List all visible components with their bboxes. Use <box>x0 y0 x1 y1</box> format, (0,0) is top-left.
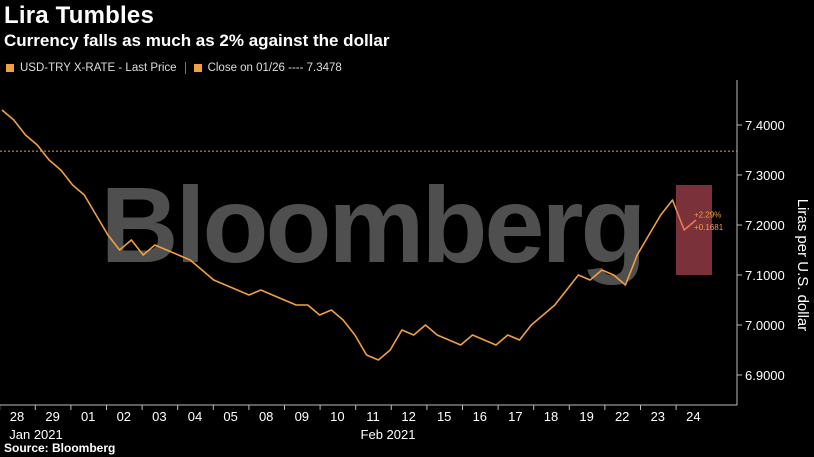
x-tick-label: 10 <box>330 409 344 424</box>
y-tick-label: 7.4000 <box>745 118 785 133</box>
x-tick-label: 29 <box>45 409 59 424</box>
y-tick-label: 7.0000 <box>745 318 785 333</box>
x-tick-label: 22 <box>615 409 629 424</box>
y-tick-label: 6.9000 <box>745 368 785 383</box>
x-tick-label: 12 <box>401 409 415 424</box>
legend-series-label: USD-TRY X-RATE - Last Price <box>20 62 177 74</box>
x-tick-label: 19 <box>579 409 593 424</box>
x-tick-label: 23 <box>651 409 665 424</box>
watermark-logo: Bloomberg <box>100 164 643 285</box>
x-tick-label: 09 <box>295 409 309 424</box>
source-note: Source: Bloomberg <box>4 441 116 455</box>
legend-separator <box>184 62 186 74</box>
annotation-pct: +2.29% <box>694 211 721 220</box>
legend-close-label: Close on 01/26 ---- 7.3478 <box>207 62 342 74</box>
chart-title: Lira Tumbles <box>4 2 154 29</box>
x-month-label: Feb 2021 <box>361 427 416 442</box>
x-tick-label: 11 <box>366 409 380 424</box>
highlight-box <box>676 185 712 275</box>
series-swatch <box>6 64 14 72</box>
x-month-label: Jan 2021 <box>9 427 63 442</box>
y-axis-label: Liras per U.S. dollar <box>794 199 811 332</box>
close-swatch <box>193 64 202 72</box>
plot-area: 6.9000 7.0000 7.1000 7.2000 7.3000 7.4000 28 29… <box>0 80 785 442</box>
legend: USD-TRY X-RATE - Last Price Close on 01/… <box>6 62 342 74</box>
x-tick-label: 15 <box>437 409 451 424</box>
series-line <box>1 109 697 361</box>
y-tick-label: 7.1000 <box>745 268 785 283</box>
chart-subtitle: Currency falls as much as 2% against the… <box>4 31 390 50</box>
x-tick-label: 08 <box>259 409 273 424</box>
x-tick-label: 02 <box>117 409 131 424</box>
annotation-abs: +0.1681 <box>694 223 724 232</box>
x-tick-label: 24 <box>686 409 700 424</box>
x-tick-label: 16 <box>473 409 487 424</box>
x-tick-label: 18 <box>544 409 558 424</box>
x-tick-label: 17 <box>508 409 522 424</box>
x-tick-label: 03 <box>152 409 166 424</box>
x-tick-label: 04 <box>188 409 202 424</box>
x-tick-label: 28 <box>10 409 24 424</box>
y-tick-label: 7.2000 <box>745 218 785 233</box>
x-tick-label: 01 <box>81 409 95 424</box>
x-tick-label: 05 <box>223 409 237 424</box>
y-tick-label: 7.3000 <box>745 168 785 183</box>
